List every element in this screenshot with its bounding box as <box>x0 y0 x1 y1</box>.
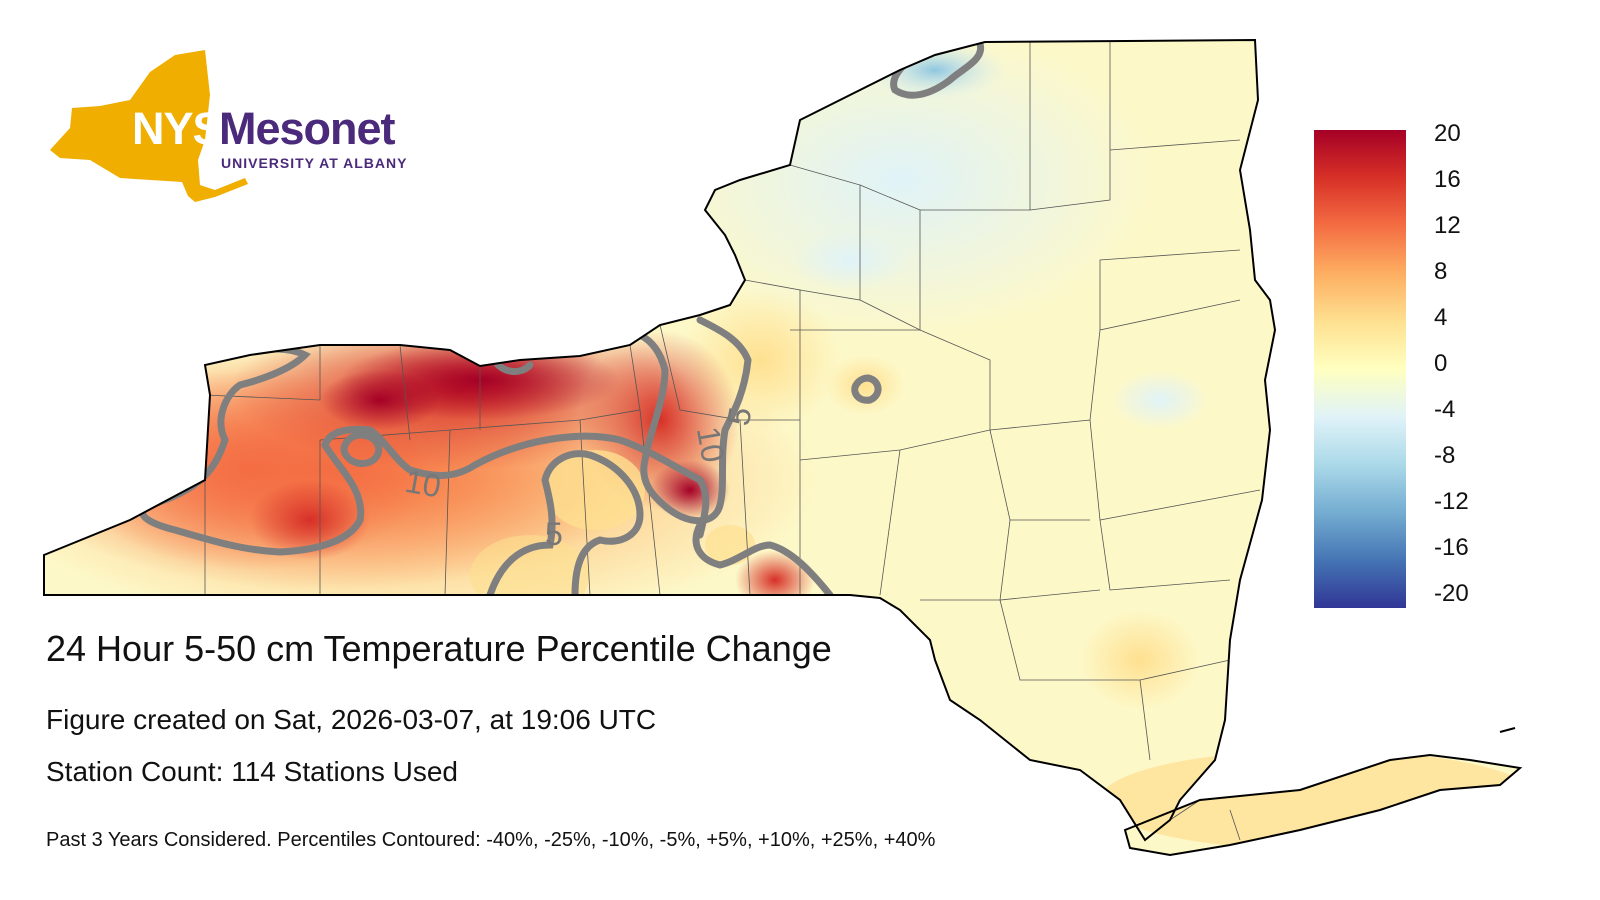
county-lines <box>204 40 1261 841</box>
contour-labels: 10 5 5 10 <box>402 404 758 552</box>
colorbar-tick: 0 <box>1434 350 1448 377</box>
contour-10-ring <box>340 431 383 467</box>
contour-label: 5 <box>545 516 563 552</box>
logo-name: Mesonet <box>219 103 396 154</box>
station-count: Station Count: 114 Stations Used <box>46 756 458 787</box>
logo-state-shape <box>50 50 248 202</box>
contour-5-south <box>692 521 834 599</box>
contour-blue-north <box>890 40 985 99</box>
colorbar-tick: -20 <box>1434 580 1469 607</box>
contour-label: 10 <box>402 463 443 505</box>
colorbar-tick: -4 <box>1434 396 1456 423</box>
contour-10-west <box>139 345 710 556</box>
figure-created: Figure created on Sat, 2026-03-07, at 19… <box>46 704 657 735</box>
contour-lines <box>139 40 985 599</box>
contour-label: 5 <box>720 404 759 428</box>
colorbar-tick: 16 <box>1434 166 1461 193</box>
colorbar-tick: 8 <box>1434 258 1448 285</box>
contour-ring-center <box>851 374 882 404</box>
colorbar-tick: -16 <box>1434 534 1469 561</box>
colorbar <box>1314 130 1406 608</box>
logo-state-text: NYS <box>132 103 223 154</box>
colorbar-tick: -8 <box>1434 442 1456 469</box>
footnote: Past 3 Years Considered. Percentiles Con… <box>46 829 936 851</box>
contour-5-east <box>636 316 752 525</box>
contour-label: 10 <box>690 424 732 465</box>
contour-5-center <box>486 450 644 599</box>
colorbar-tick: 20 <box>1434 120 1461 147</box>
colorbar-tick: 4 <box>1434 304 1448 331</box>
logo <box>50 50 248 202</box>
state-outline <box>43 39 1523 857</box>
figure-title: 24 Hour 5-50 cm Temperature Percentile C… <box>46 628 832 669</box>
logo-org: UNIVERSITY AT ALBANY <box>221 155 408 171</box>
colorbar-tick: 12 <box>1434 212 1461 239</box>
colorbar-tick: -12 <box>1434 488 1469 515</box>
